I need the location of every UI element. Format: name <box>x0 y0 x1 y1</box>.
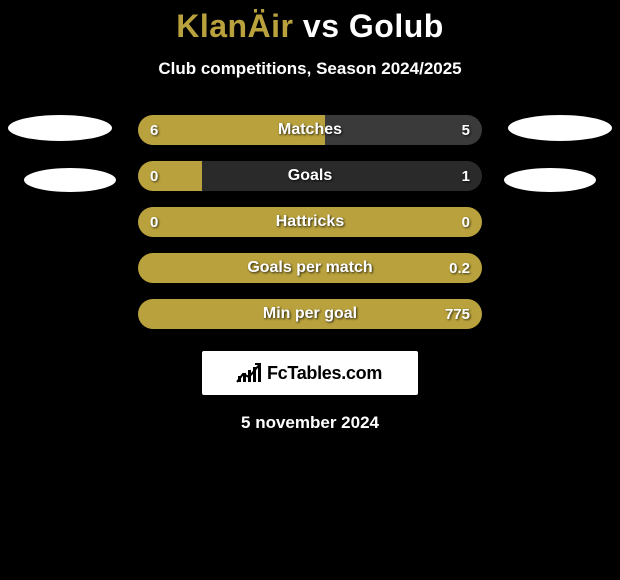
stat-right-value: 0 <box>462 207 470 237</box>
snapshot-date: 5 november 2024 <box>0 413 620 433</box>
competition-subtitle: Club competitions, Season 2024/2025 <box>0 59 620 79</box>
stat-rest <box>202 161 482 191</box>
stat-row-min-per-goal: 775 Min per goal <box>138 299 482 329</box>
stats-stage: 6 5 Matches 0 1 Goals 0 0 Hattricks <box>0 115 620 433</box>
brand-chart-icon <box>238 364 261 382</box>
player1-name: KlanÄir <box>176 8 293 44</box>
stat-row-goals: 0 1 Goals <box>138 161 482 191</box>
stat-right-value: 5 <box>462 115 470 145</box>
stat-row-goals-per-match: 0.2 Goals per match <box>138 253 482 283</box>
stat-fill <box>138 299 482 329</box>
vs-label: vs <box>303 8 340 44</box>
player1-marker-small <box>24 168 116 192</box>
player2-name: Golub <box>349 8 444 44</box>
stat-fill <box>138 253 482 283</box>
stat-left-value: 6 <box>150 115 158 145</box>
stat-row-hattricks: 0 0 Hattricks <box>138 207 482 237</box>
comparison-card: KlanÄir vs Golub Club competitions, Seas… <box>0 0 620 580</box>
brand-text: FcTables.com <box>267 363 382 384</box>
player1-marker-large <box>8 115 112 141</box>
stat-bars: 6 5 Matches 0 1 Goals 0 0 Hattricks <box>138 115 482 329</box>
stat-left-value: 0 <box>150 207 158 237</box>
stat-row-matches: 6 5 Matches <box>138 115 482 145</box>
stat-fill <box>138 161 202 191</box>
brand-badge[interactable]: FcTables.com <box>202 351 418 395</box>
stat-fill <box>138 115 325 145</box>
stat-left-value: 0 <box>150 161 158 191</box>
player2-marker-small <box>504 168 596 192</box>
stat-right-value: 0.2 <box>449 253 470 283</box>
stat-right-value: 775 <box>445 299 470 329</box>
stat-rest <box>325 115 482 145</box>
page-title: KlanÄir vs Golub <box>0 0 620 45</box>
stat-fill <box>138 207 482 237</box>
stat-right-value: 1 <box>462 161 470 191</box>
player2-marker-large <box>508 115 612 141</box>
